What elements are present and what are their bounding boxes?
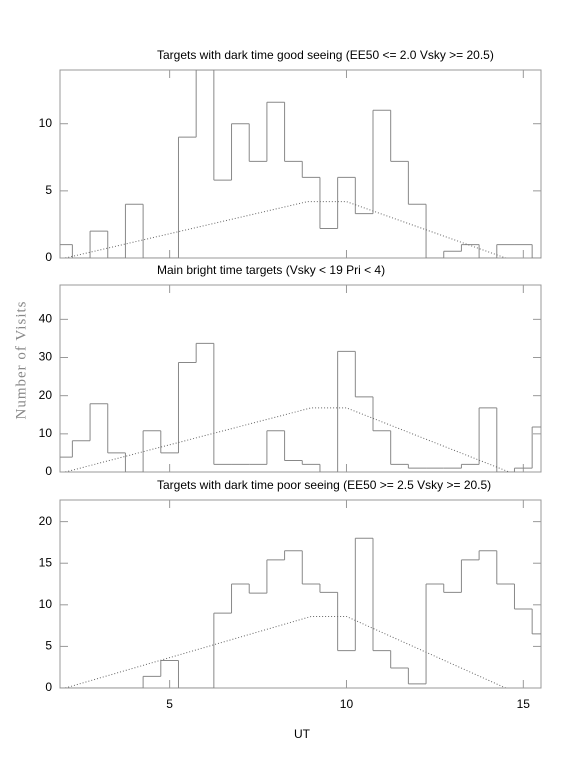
frame — [59, 499, 542, 689]
y-tick-label: 10 — [39, 597, 53, 611]
y-tick-label: 30 — [39, 350, 53, 364]
x-tick-label: 10 — [340, 697, 354, 711]
y-tick-label: 5 — [45, 639, 52, 653]
y-tick-label: 0 — [45, 680, 52, 694]
y-tick-label: 10 — [39, 116, 53, 130]
y-tick-label: 10 — [39, 426, 53, 440]
y-tick-label: 40 — [39, 312, 53, 326]
trend-line — [65, 201, 506, 258]
panel-title: Main bright time targets (Vsky < 19 Pri … — [157, 263, 385, 277]
x-tick-label: 15 — [517, 697, 531, 711]
y-tick-label: 20 — [39, 514, 53, 528]
panel-title: Targets with dark time poor seeing (EE50… — [157, 478, 491, 492]
trend-line — [65, 615, 506, 688]
plot-area — [60, 537, 541, 688]
y-tick-label: 0 — [45, 464, 52, 478]
plot-area — [60, 342, 541, 472]
plot-area — [60, 70, 541, 258]
y-tick-label: 5 — [45, 183, 52, 197]
y-tick-label: 0 — [45, 250, 52, 264]
y-axis-label: Number of Visits — [13, 301, 29, 420]
frame — [59, 284, 542, 473]
frame — [59, 69, 542, 259]
y-tick-label: 15 — [39, 555, 53, 569]
y-tick-label: 20 — [39, 388, 53, 402]
panel-title: Targets with dark time good seeing (EE50… — [157, 48, 494, 62]
x-tick-label: 5 — [166, 697, 173, 711]
x-axis-label: UT — [294, 727, 311, 741]
